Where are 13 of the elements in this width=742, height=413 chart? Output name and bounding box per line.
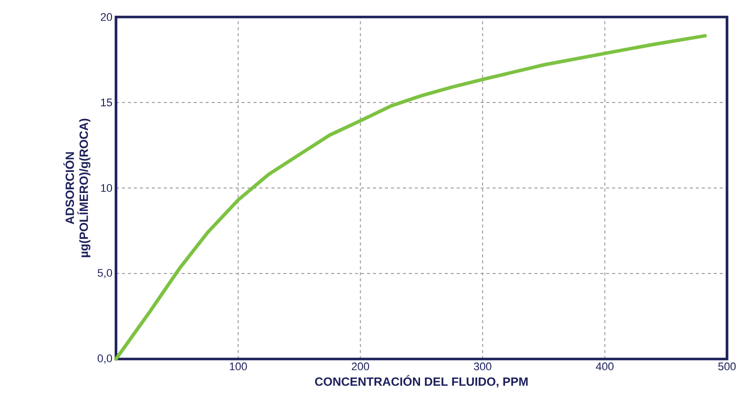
x-axis-title: CONCENTRACIÓN DEL FLUIDO, PPM — [315, 375, 528, 388]
y-tick-label: 10 — [101, 184, 112, 192]
x-tick-label: 300 — [474, 362, 492, 370]
x-tick-label: 100 — [230, 362, 247, 370]
x-tick-label: 500 — [718, 362, 736, 370]
x-tick-label: 200 — [352, 362, 370, 370]
x-tick-label: 400 — [596, 362, 614, 370]
y-tick-label: 0,0 — [98, 354, 112, 364]
y-tick-label: 15 — [101, 98, 112, 106]
y-axis-title: ADSORCIÓN µg(POLÍMERO)/g(ROCA) — [63, 118, 90, 258]
y-tick-label: 5,0 — [98, 268, 112, 278]
y-tick-label: 20 — [100, 13, 112, 21]
line-series — [114, 34, 707, 361]
